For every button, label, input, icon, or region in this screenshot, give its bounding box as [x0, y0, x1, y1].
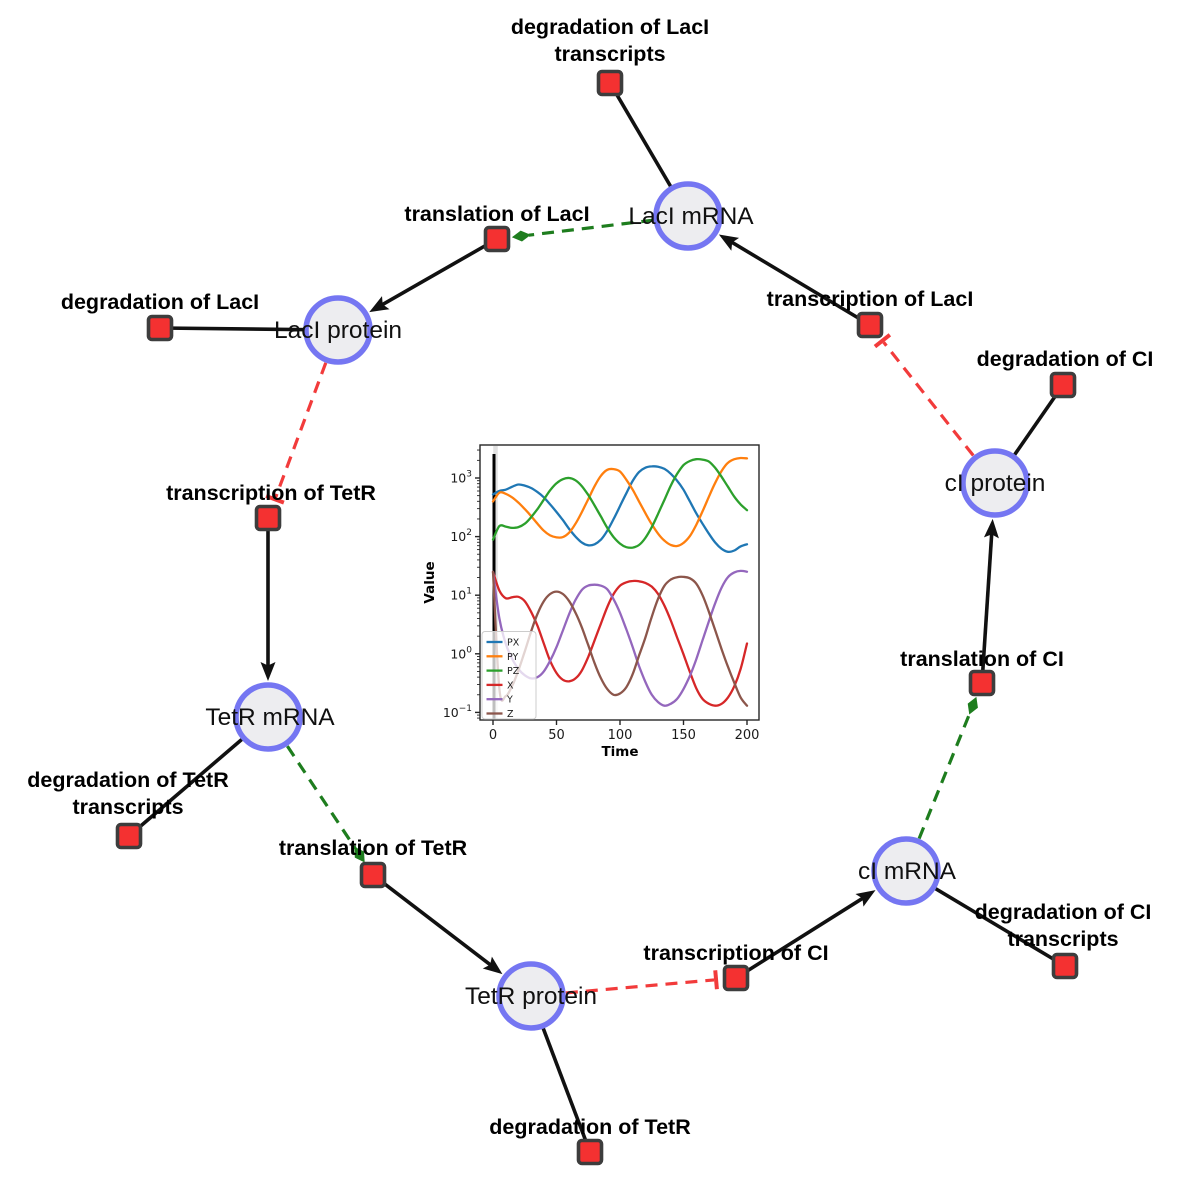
legend-label-PX: PX [507, 638, 520, 649]
reaction-label-deg-laci: degradation of LacI [61, 290, 259, 314]
labels-layer: degradation of LacI transcripts translatio… [27, 15, 1153, 1139]
legend-box [481, 631, 537, 720]
edge-translation-laci-to-laci-protein [381, 237, 498, 307]
nodes-layer [115, 69, 1079, 1166]
series-line-Z [491, 570, 749, 707]
arrowhead-edge-transcription-laci-to-laci-mrna [718, 234, 740, 251]
arrowhead-edge-translation-laci-to-laci-protein [369, 296, 390, 313]
inhibitor-tbar-edge-laci-protein-to-transcription-tetr [265, 494, 285, 505]
series-line-PY [491, 456, 749, 548]
edge-translation-ci-to-ci-protein [980, 533, 994, 684]
edge-transcription-ci-to-ci-mrna [735, 896, 864, 980]
series-line-PX [491, 465, 749, 554]
reaction-node-deg-laci-transcripts [596, 69, 624, 97]
reaction-node-transcription-laci [856, 311, 884, 339]
y-tick-label: 100 [450, 645, 472, 661]
edge-ci-protein-to-transcription-laci [882, 341, 975, 457]
species-label-tetr-protein: TetR protein [465, 983, 597, 1010]
series-line-PZ [491, 457, 749, 549]
diamond-arrowhead-edge-ci-mrna-to-translation-ci [967, 696, 978, 715]
x-tick-label: 0 [489, 728, 497, 743]
edge-tetr-protein-to-transcription-ci [565, 978, 715, 995]
y-tick-label: 10−1 [443, 704, 472, 720]
y-tick-label: 102 [450, 528, 472, 544]
x-tick-label: 50 [548, 728, 565, 743]
reaction-node-deg-tetr-transcripts [115, 822, 143, 850]
species-label-laci-protein: LacI protein [274, 317, 402, 344]
edge-translation-tetr-to-tetr-protein [371, 873, 492, 967]
reaction-label-deg-tetr-transcripts: degradation of TetR transcripts [27, 768, 229, 819]
x-tick-label: 100 [608, 728, 633, 743]
arrowhead-edge-transcription-tetr-to-tetr-mrna [260, 662, 276, 681]
x-tick-label: 200 [735, 728, 760, 743]
legend-label-Z: Z [507, 709, 514, 720]
reaction-label-translation-ci: translation of CI [900, 647, 1064, 671]
chart-legend: PX PY PZ XYZ [481, 631, 537, 720]
species-node-laci-mrna [653, 181, 723, 251]
edge-laci-protein-to-transcription-tetr [274, 362, 328, 498]
reaction-node-translation-ci [968, 669, 996, 697]
diamond-arrowhead-edge-tetr-mrna-to-translation-tetr [354, 846, 365, 863]
reaction-node-deg-ci [1049, 371, 1077, 399]
arrowhead-edge-transcription-ci-to-ci-mrna [855, 890, 876, 907]
species-node-tetr-mrna [233, 682, 303, 752]
edge-ci-mrna-to-translation-ci [917, 712, 972, 840]
species-label-ci-protein: cI protein [945, 470, 1046, 497]
species-label-laci-mrna: LacI mRNA [628, 203, 754, 230]
y-tick-label: 101 [450, 587, 472, 603]
x-axis: 0 50 100 150 200 [489, 720, 760, 743]
reaction-node-deg-laci [146, 314, 174, 342]
species-node-laci-protein [303, 295, 373, 365]
legend-label-X: X [507, 680, 514, 691]
legend-label-PY: PY [507, 652, 519, 663]
arrowhead-edge-translation-ci-to-ci-protein [983, 518, 999, 539]
inhibitor-tbar-edge-ci-protein-to-transcription-laci [873, 333, 892, 349]
species-label-ci-mrna: cI mRNA [858, 858, 957, 885]
x-axis-title: Time [601, 744, 638, 760]
reaction-node-transcription-tetr [254, 504, 282, 532]
reaction-label-deg-ci-transcripts: degradation of CI transcripts [975, 900, 1152, 951]
x-tick-label: 150 [671, 728, 696, 743]
reaction-node-translation-laci [483, 225, 511, 253]
reaction-node-transcription-ci [722, 964, 750, 992]
y-tick-label: 103 [450, 470, 472, 486]
reaction-label-transcription-laci: transcription of LacI [767, 287, 974, 311]
reaction-label-translation-tetr: translation of TetR [279, 836, 468, 860]
legend-label-Y: Y [506, 695, 513, 706]
reaction-label-translation-laci: translation of LacI [404, 202, 589, 226]
y-axis-title: Value [422, 561, 438, 603]
chart-series-group [491, 456, 749, 707]
species-node-tetr-protein [496, 961, 566, 1031]
species-node-ci-protein [960, 448, 1030, 518]
reaction-label-transcription-ci: transcription of CI [643, 941, 828, 965]
reaction-label-deg-ci: degradation of CI [977, 347, 1154, 371]
inhibitor-tbar-edge-tetr-protein-to-transcription-ci [713, 970, 719, 990]
arrowhead-edge-translation-tetr-to-tetr-protein [482, 956, 503, 975]
edge-tetr-mrna-to-translation-tetr [286, 745, 357, 850]
legend-label-PZ: PZ [507, 666, 520, 677]
diamond-arrowhead-edge-laci-mrna-to-translation-laci [511, 230, 531, 242]
species-label-tetr-mrna: TetR mRNA [205, 704, 335, 731]
reaction-node-translation-tetr [359, 861, 387, 889]
edge-transcription-laci-to-laci-mrna [730, 240, 871, 327]
reaction-label-transcription-tetr: transcription of TetR [166, 481, 376, 505]
reaction-node-deg-ci-transcripts [1051, 952, 1079, 980]
reaction-label-deg-laci-transcripts: degradation of LacI transcripts [511, 15, 709, 66]
y-axis: 10−1 100 101 102 103 [443, 449, 480, 720]
species-node-ci-mrna [871, 836, 941, 906]
reaction-label-deg-tetr: degradation of TetR [489, 1115, 691, 1139]
edge-laci-mrna-to-translation-laci [528, 218, 654, 237]
reaction-node-deg-tetr [576, 1138, 604, 1166]
